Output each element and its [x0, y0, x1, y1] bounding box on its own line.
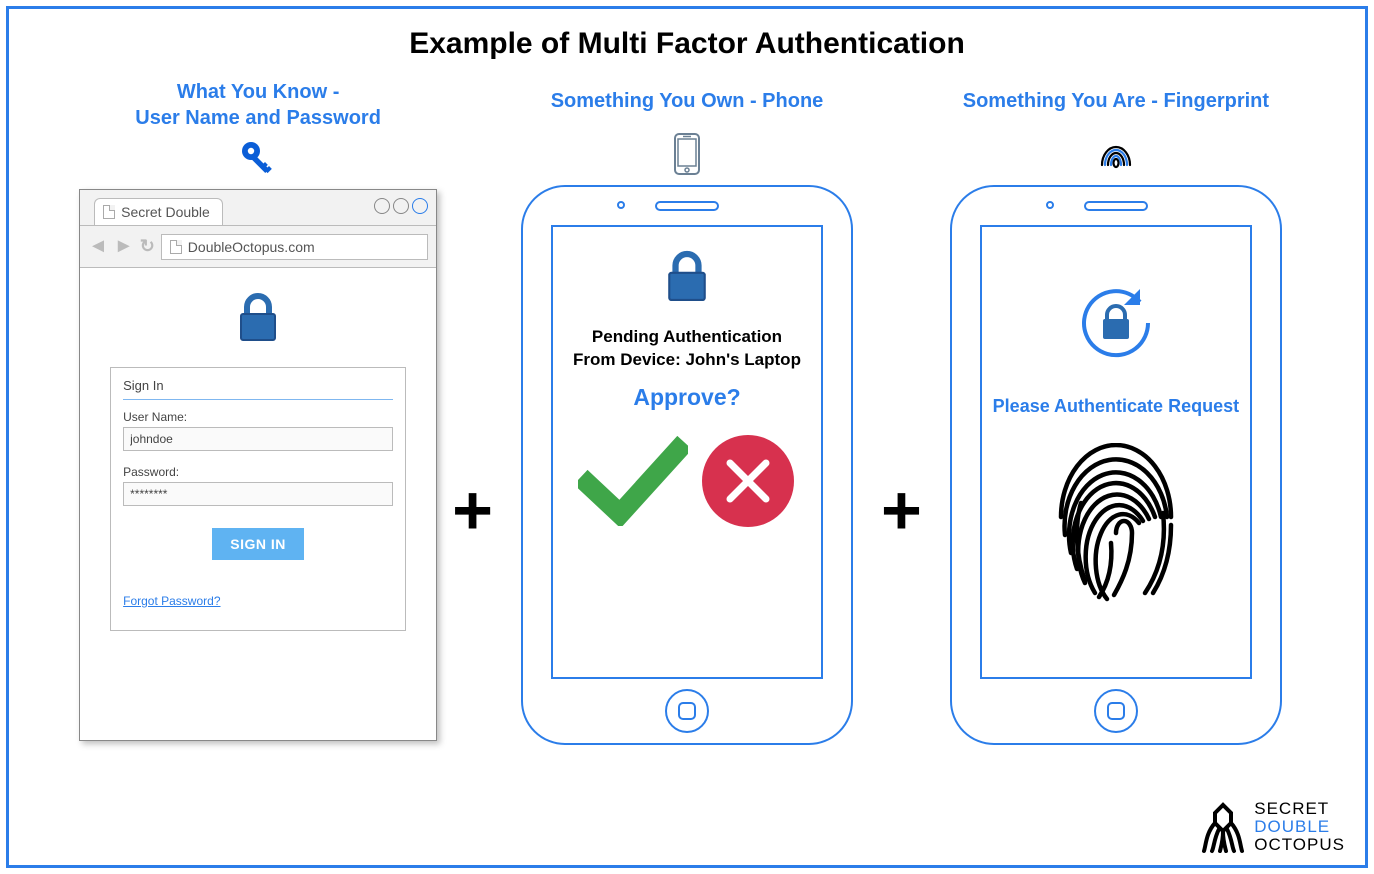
phone-mock-are: Please Authenticate Request: [950, 185, 1282, 745]
password-label: Password:: [123, 465, 393, 479]
lock-icon: [663, 249, 711, 310]
factor-know: What You Know -User Name and Password: [78, 79, 438, 741]
back-icon[interactable]: ◄: [88, 235, 108, 258]
phone-screen-are: Please Authenticate Request: [980, 225, 1252, 679]
phone-camera: [617, 201, 625, 209]
factors-row: What You Know -User Name and Password: [29, 75, 1345, 745]
brand-logo: SECRET DOUBLE OCTOPUS: [1200, 799, 1345, 855]
auth-prompt: Please Authenticate Request: [993, 396, 1239, 417]
password-input[interactable]: [123, 482, 393, 506]
home-button[interactable]: [665, 689, 709, 733]
brand-text: SECRET DOUBLE OCTOPUS: [1254, 800, 1345, 854]
fingerprint-icon: [1096, 131, 1136, 177]
factor-know-title: What You Know -User Name and Password: [135, 79, 381, 131]
home-button[interactable]: [1094, 689, 1138, 733]
approve-label: Approve?: [633, 384, 740, 411]
factor-are: Something You Are - Fingerprint: [936, 75, 1296, 745]
factor-own-title: Something You Own - Phone: [551, 75, 824, 127]
forgot-password-link[interactable]: Forgot Password?: [123, 594, 393, 608]
phone-speaker: [655, 201, 719, 211]
phone-camera: [1046, 201, 1054, 209]
reload-icon[interactable]: ↻: [140, 236, 155, 257]
pending-text: Pending Authentication From Device: John…: [573, 326, 801, 372]
key-icon: [238, 135, 278, 181]
window-controls[interactable]: [374, 198, 428, 214]
signin-form: Sign In User Name: Password: SIGN IN For…: [110, 367, 406, 631]
page-title: Example of Multi Factor Authentication: [29, 27, 1345, 61]
factor-are-title: Something You Are - Fingerprint: [963, 75, 1269, 127]
octopus-icon: [1200, 799, 1246, 855]
lock-icon: [235, 292, 281, 349]
fingerprint-large-icon[interactable]: [1041, 443, 1191, 608]
browser-tabbar: Secret Double: [80, 190, 436, 226]
approve-actions: [578, 433, 796, 534]
tab-label: Secret Double: [121, 204, 210, 220]
phone-speaker: [1084, 201, 1148, 211]
document-icon: [170, 240, 182, 254]
plus-separator: +: [452, 270, 493, 550]
signin-button[interactable]: SIGN IN: [212, 528, 304, 560]
phone-screen-own: Pending Authentication From Device: John…: [551, 225, 823, 679]
phone-mock-own: Pending Authentication From Device: John…: [521, 185, 853, 745]
approve-check-icon[interactable]: [578, 436, 688, 531]
signin-title: Sign In: [123, 378, 393, 400]
forward-icon[interactable]: ►: [114, 235, 134, 258]
browser-window: Secret Double ◄ ► ↻ DoubleOctopus.com: [79, 189, 437, 741]
lock-refresh-icon: [1070, 277, 1162, 374]
reject-x-icon[interactable]: [700, 433, 796, 534]
browser-tab[interactable]: Secret Double: [94, 198, 223, 225]
username-input[interactable]: [123, 427, 393, 451]
address-bar: ◄ ► ↻ DoubleOctopus.com: [80, 226, 436, 268]
browser-body: Sign In User Name: Password: SIGN IN For…: [80, 268, 436, 740]
plus-separator: +: [881, 270, 922, 550]
username-label: User Name:: [123, 410, 393, 424]
url-field[interactable]: DoubleOctopus.com: [161, 234, 428, 260]
url-text: DoubleOctopus.com: [188, 239, 315, 255]
factor-own: Something You Own - Phone: [507, 75, 867, 745]
diagram-frame: Example of Multi Factor Authentication W…: [6, 6, 1368, 868]
document-icon: [103, 205, 115, 219]
phone-icon: [674, 131, 700, 177]
